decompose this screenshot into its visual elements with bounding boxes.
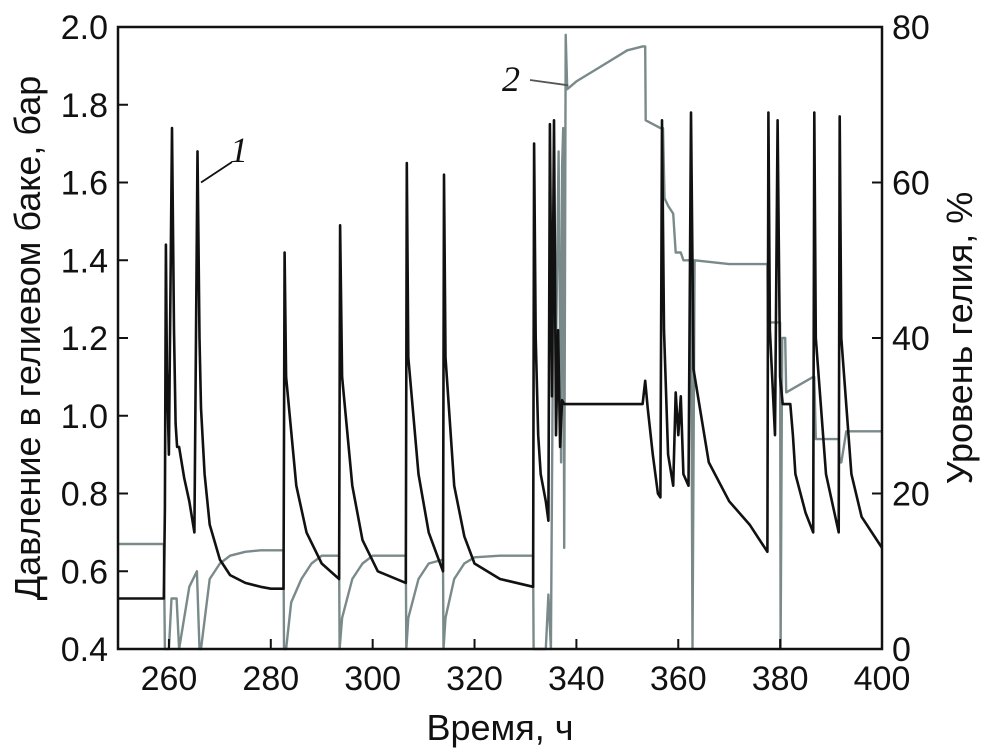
y-tick-label: 0.4 [61,631,108,669]
y-tick-label: 1.8 [61,87,108,125]
y-axis-left-ticks: 0.4 0.6 0.8 1.0 1.2 1.4 1.6 1.8 2.0 [61,9,128,669]
annotation-label-2: 2 [502,59,520,99]
y-tick-label: 1.0 [61,398,108,436]
x-tick-label: 380 [752,660,809,698]
y-tick-label: 0.8 [61,476,108,514]
y-axis-right-title: Уровень гелия, % [939,192,980,484]
series-line-1 [118,111,884,600]
y2-tick-label: 40 [892,320,930,358]
x-tick-label: 260 [141,660,198,698]
y2-tick-label: 80 [892,9,930,47]
series-annotations: 12 [200,59,569,184]
x-tick-label: 300 [344,660,401,698]
x-tick-label: 400 [854,660,911,698]
y-axis-right-ticks: 0 20 40 60 80 [872,9,930,669]
y-tick-label: 1.4 [61,242,108,280]
x-tick-label: 360 [650,660,707,698]
y-tick-label: 1.6 [61,165,108,203]
y2-tick-label: 20 [892,476,930,514]
annotation-label-1: 1 [230,130,248,170]
plot-series [118,33,884,651]
x-axis-title: Время, ч [426,707,573,748]
y-tick-label: 0.6 [61,553,108,591]
y-tick-label: 2.0 [61,9,108,47]
y2-tick-label: 60 [892,165,930,203]
y2-tick-label: 0 [892,631,911,669]
x-tick-label: 340 [548,660,605,698]
x-tick-label: 280 [242,660,299,698]
y-tick-label: 1.2 [61,320,108,358]
x-axis-ticks: 260 280 300 320 340 360 380 400 [141,639,911,698]
annotation-leader-1 [200,161,233,184]
y-axis-left-title: Давление в гелиевом баке, бар [7,76,48,601]
x-tick-label: 320 [446,660,503,698]
annotation-leader-2 [529,79,569,87]
